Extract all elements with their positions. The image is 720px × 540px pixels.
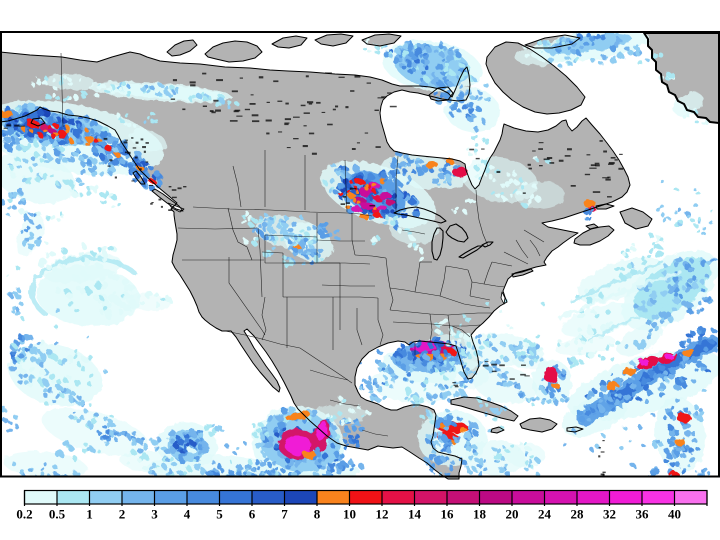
svg-text:16: 16 — [441, 507, 455, 522]
svg-text:20: 20 — [506, 507, 519, 522]
svg-text:4: 4 — [184, 507, 191, 522]
svg-text:14: 14 — [408, 507, 422, 522]
svg-text:32: 32 — [603, 507, 616, 522]
svg-text:24: 24 — [538, 507, 552, 522]
svg-text:3: 3 — [151, 507, 158, 522]
svg-text:6: 6 — [249, 507, 256, 522]
svg-text:28: 28 — [571, 507, 585, 522]
svg-text:5: 5 — [216, 507, 223, 522]
svg-text:8: 8 — [314, 507, 321, 522]
svg-text:40: 40 — [668, 507, 681, 522]
svg-text:1: 1 — [86, 507, 93, 522]
svg-text:7: 7 — [281, 507, 288, 522]
svg-text:36: 36 — [636, 507, 650, 522]
svg-text:0.2: 0.2 — [16, 507, 32, 522]
svg-text:0.5: 0.5 — [49, 507, 66, 522]
svg-text:10: 10 — [343, 507, 356, 522]
svg-text:12: 12 — [376, 507, 389, 522]
svg-text:18: 18 — [473, 507, 487, 522]
svg-text:2: 2 — [119, 507, 126, 522]
